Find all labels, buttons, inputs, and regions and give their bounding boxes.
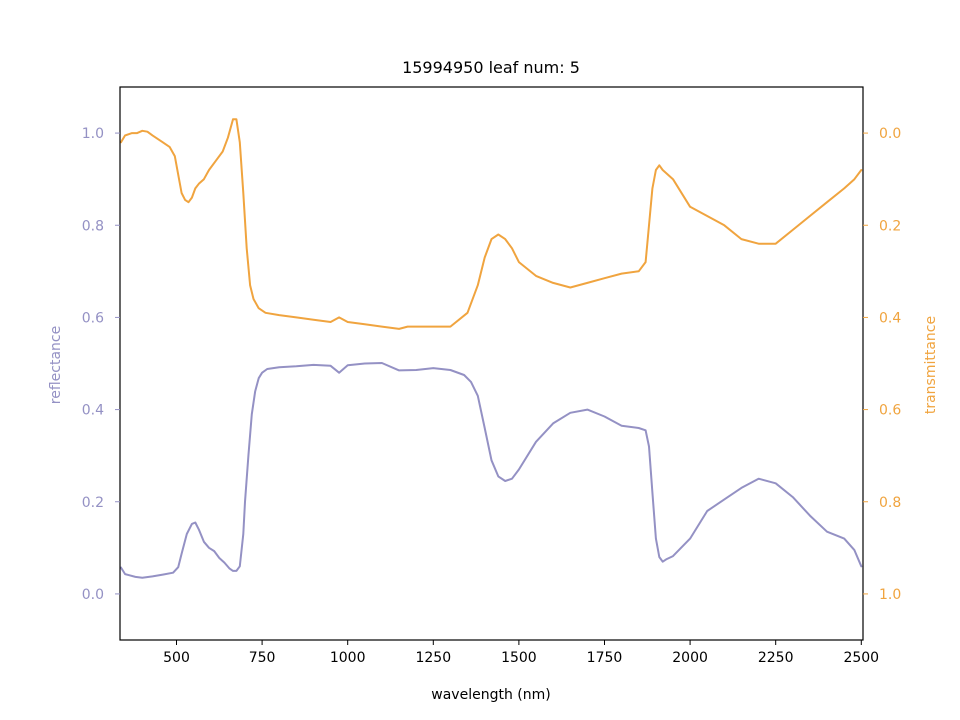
left-tick-label: 0.8	[82, 218, 104, 234]
plot-frame	[119, 86, 864, 641]
right-axis-label: transmittance	[923, 316, 939, 414]
left-tick-label: 0.2	[82, 495, 104, 511]
left-tick-label: 0.4	[82, 403, 104, 419]
x-tick-label: 1000	[330, 650, 366, 666]
left-tick-label: 1.0	[82, 126, 104, 142]
right-tick-label: 0.0	[879, 126, 901, 142]
x-axis-label: wavelength (nm)	[431, 687, 550, 703]
left-axis-label: reflectance	[48, 326, 64, 404]
right-tick-label: 0.2	[879, 218, 901, 234]
x-tick-label: 1250	[415, 650, 451, 666]
x-tick-label: 2000	[672, 650, 708, 666]
x-tick-label: 750	[249, 650, 276, 666]
chart-title: 15994950 leaf num: 5	[402, 58, 580, 77]
right-tick-label: 0.6	[879, 403, 901, 419]
transmittance-series-line	[120, 118, 863, 330]
x-tick-label: 1750	[587, 650, 623, 666]
x-tick-label: 2500	[843, 650, 879, 666]
right-tick-label: 1.0	[879, 587, 901, 603]
plot-area	[120, 118, 863, 579]
x-tick-label: 2250	[758, 650, 794, 666]
x-tick-label: 1500	[501, 650, 537, 666]
left-tick-label: 0.0	[82, 587, 104, 603]
right-tick-label: 0.4	[879, 310, 901, 326]
reflectance-series-line	[120, 362, 863, 579]
x-tick-label: 500	[163, 650, 190, 666]
right-tick-label: 0.8	[879, 495, 901, 511]
left-tick-label: 0.6	[82, 310, 104, 326]
